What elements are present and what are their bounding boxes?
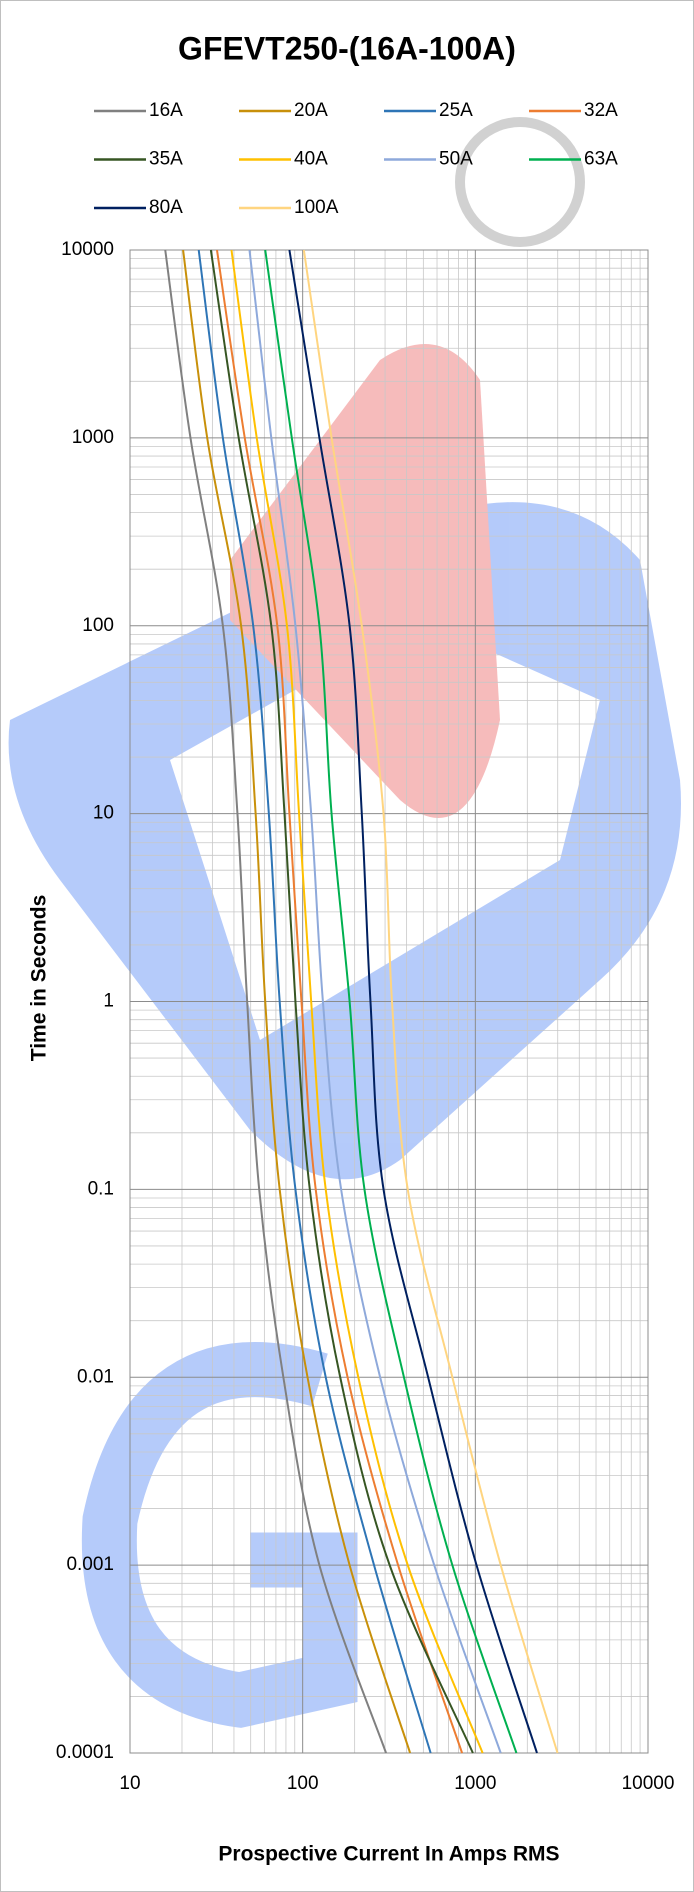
legend-label: 32A xyxy=(584,100,618,121)
x-tick-label: 10 xyxy=(119,1773,140,1794)
x-tick-label: 1000 xyxy=(454,1773,496,1794)
y-tick-label: 1 xyxy=(103,991,114,1012)
series-line xyxy=(209,249,474,1754)
y-axis-title: Time in Seconds xyxy=(28,895,51,1062)
y-tick-label: 0.1 xyxy=(88,1178,114,1199)
series-line xyxy=(248,249,502,1754)
series-line xyxy=(197,249,432,1754)
y-tick-label: 100 xyxy=(82,615,114,636)
legend-label: 20A xyxy=(294,100,328,121)
y-tick-label: 0.0001 xyxy=(56,1742,114,1763)
y-tick-label: 0.01 xyxy=(77,1366,114,1387)
chart-title: GFEVT250-(16A-100A) xyxy=(178,30,516,66)
legend-label: 50A xyxy=(439,149,473,170)
legend-label: 63A xyxy=(584,149,618,170)
series-line xyxy=(302,249,559,1754)
y-tick-label: 10000 xyxy=(61,239,114,260)
x-tick-label: 100 xyxy=(287,1773,319,1794)
x-tick-label: 10000 xyxy=(622,1773,675,1794)
watermark-shape xyxy=(81,1342,358,1728)
plot-frame xyxy=(129,249,649,1754)
y-tick-label: 1000 xyxy=(72,427,114,448)
watermark-shape xyxy=(455,117,585,247)
series-line xyxy=(215,249,464,1754)
legend-label: 100A xyxy=(294,197,339,218)
series-line xyxy=(264,249,518,1754)
watermark-shape xyxy=(230,344,500,818)
legend-label: 40A xyxy=(294,149,328,170)
y-tick-label: 10 xyxy=(93,803,114,824)
x-axis-title: Prospective Current In Amps RMS xyxy=(218,1843,559,1866)
legend-label: 80A xyxy=(149,197,183,218)
legend-label: 16A xyxy=(149,100,183,121)
legend-label: 25A xyxy=(439,100,473,121)
series-line xyxy=(230,249,484,1754)
series-line xyxy=(182,249,412,1754)
series-line xyxy=(164,249,387,1754)
y-tick-label: 0.001 xyxy=(66,1554,114,1575)
series-line xyxy=(288,249,538,1754)
legend-label: 35A xyxy=(149,149,183,170)
